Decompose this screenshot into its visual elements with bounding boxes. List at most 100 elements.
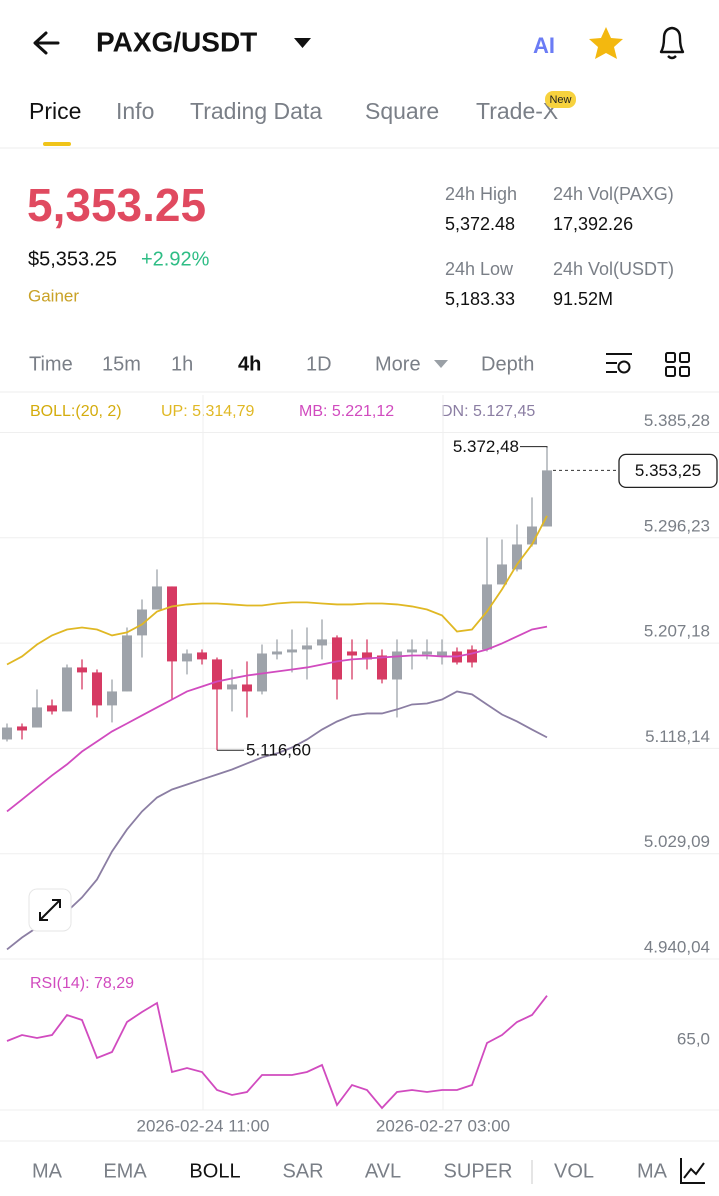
expand-button[interactable]: [28, 888, 72, 932]
y-tick-label: 5.207,18: [644, 622, 710, 641]
candle-body: [227, 684, 237, 690]
stat-value: 5,183.33: [445, 289, 515, 309]
candle-body: [242, 684, 252, 692]
candle-body: [92, 672, 102, 706]
candle-body: [437, 651, 447, 656]
interval[interactable]: 1D: [306, 353, 332, 375]
indicator-tab[interactable]: MA: [32, 1160, 63, 1182]
indicator-settings[interactable]: [680, 1158, 705, 1184]
tab-indicator: [43, 142, 71, 146]
low-marker-label: 5.116,60: [246, 741, 311, 760]
candle-body: [407, 649, 417, 653]
y-tick-label: 5.296,23: [644, 516, 710, 535]
rsi-tick-label: 65,0: [677, 1029, 710, 1048]
candle-body: [542, 470, 552, 527]
candle-body: [317, 639, 327, 646]
price-change: +2.92%: [141, 248, 210, 270]
boll-line: [6, 625, 548, 813]
legend-entry: MB: 5.221,12: [299, 403, 394, 420]
interval[interactable]: 15m: [102, 353, 141, 375]
favorite-star[interactable]: [589, 27, 623, 59]
pair-dropdown[interactable]: [294, 38, 311, 48]
candle-body: [347, 651, 357, 656]
x-tick-label: 2026-02-24 11:00: [137, 1116, 270, 1135]
last-price-box: [618, 453, 718, 489]
candle-body: [527, 526, 537, 545]
tab[interactable]: Trade-X: [476, 98, 558, 124]
stat-label: 24h Vol(USDT): [553, 259, 674, 279]
candle-body: [377, 655, 387, 680]
indicator-tab[interactable]: SAR: [282, 1160, 323, 1182]
legend-entry: UP: 5.314,79: [161, 403, 255, 420]
candle-body: [302, 645, 312, 650]
tab[interactable]: Square: [365, 98, 439, 124]
candle-body: [167, 586, 177, 662]
interval[interactable]: More: [375, 353, 421, 375]
candle-body: [257, 653, 267, 692]
stat-value: 91.52M: [553, 289, 613, 309]
indicator-tab[interactable]: BOLL: [189, 1160, 240, 1182]
indicator-tab[interactable]: MA: [637, 1160, 668, 1182]
usd-price: $5,353.25: [28, 248, 117, 270]
gainer-tag: Gainer: [28, 286, 79, 305]
candle-body: [122, 635, 132, 692]
indicator-tab[interactable]: VOL: [554, 1160, 594, 1182]
indicator-tab[interactable]: SUPER: [444, 1160, 513, 1182]
tab[interactable]: Price: [29, 98, 81, 124]
interval[interactable]: 4h: [238, 353, 261, 375]
stat-label: 24h Low: [445, 259, 514, 279]
y-tick-label: 4.940,04: [644, 937, 710, 956]
pair-title[interactable]: PAXG/USDT: [96, 26, 257, 57]
plot-area: 5.385,28 5.296,23 5.207,18 5.118,14 5.029,09…: [0, 395, 719, 1135]
tab[interactable]: Info: [116, 98, 154, 124]
stat-label: 24h Vol(PAXG): [553, 184, 674, 204]
stat-value: 5,372.48: [445, 214, 515, 234]
boll-line: [6, 690, 548, 951]
interval[interactable]: Time: [29, 353, 73, 375]
back-button[interactable]: [33, 31, 60, 55]
candle-body: [332, 637, 342, 680]
ai-button[interactable]: AI: [533, 33, 555, 58]
chart-settings[interactable]: [606, 353, 632, 374]
high-marker-line: [520, 446, 548, 448]
candle-body: [17, 726, 27, 731]
more-dropdown[interactable]: [434, 360, 448, 368]
candle-body: [497, 564, 507, 585]
candle-body: [2, 727, 12, 740]
stat-label: 24h High: [445, 184, 517, 204]
y-tick-label: 5.385,28: [644, 411, 710, 430]
candle-body: [137, 609, 147, 636]
x-tick-label: 2026-02-27 03:00: [376, 1116, 510, 1135]
candle-body: [197, 652, 207, 660]
layout-toggle[interactable]: [665, 352, 690, 377]
candle-body: [107, 691, 117, 706]
interval[interactable]: 1h: [171, 353, 193, 375]
y-tick-label: 5.118,14: [645, 727, 710, 746]
indicator-tab[interactable]: AVL: [365, 1160, 401, 1182]
candle-body: [362, 652, 372, 660]
candle-body: [392, 651, 402, 680]
candle-body: [212, 659, 222, 690]
candle-body: [47, 705, 57, 712]
stat-value: 17,392.26: [553, 214, 633, 234]
new-badge-text: New: [549, 94, 571, 106]
candle-body: [182, 653, 192, 662]
interval[interactable]: Depth: [481, 353, 534, 375]
candle-body: [272, 651, 282, 655]
candle-body: [482, 584, 492, 650]
boll-line: [6, 515, 548, 666]
legend-entry: DN: 5.127,45: [441, 403, 535, 420]
candle-body: [287, 649, 297, 653]
alert-bell[interactable]: [659, 26, 685, 60]
candle-body: [422, 651, 432, 655]
y-tick-label: 5.029,09: [644, 832, 710, 851]
indicator-label: BOLL:(20, 2): [30, 403, 122, 420]
candle-body: [62, 667, 72, 712]
tab[interactable]: Trading Data: [190, 98, 322, 124]
candle-body: [77, 667, 87, 673]
indicator-tab[interactable]: EMA: [103, 1160, 147, 1182]
candle-body: [32, 707, 42, 728]
new-badge: [545, 91, 576, 108]
high-marker-label: 5.372,48: [453, 437, 519, 456]
